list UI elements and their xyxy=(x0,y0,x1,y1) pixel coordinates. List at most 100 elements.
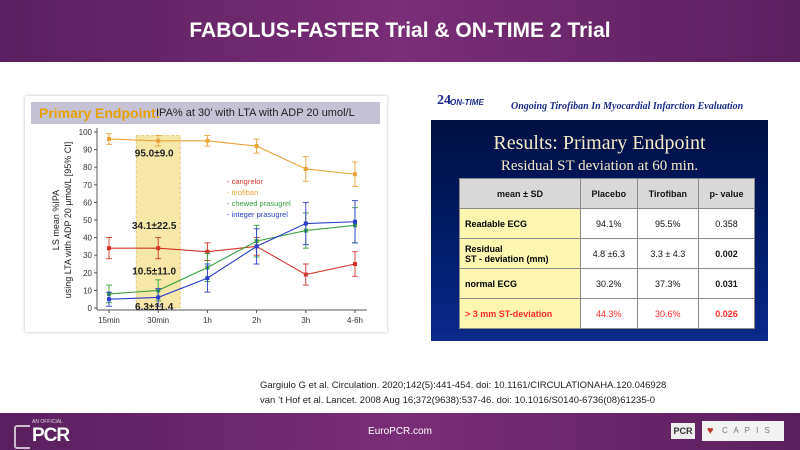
series-line xyxy=(109,245,356,276)
ipa-line-chart: 0 10 20 30 40 50 60 70 80 90 100 15min 30min 1h 2h 3h 4-… xyxy=(51,128,367,325)
table-row: > 3 mm ST-deviation 44.3% 30.6% 0.026 xyxy=(459,298,756,329)
table-cell: 0.002 xyxy=(697,238,756,269)
data-point xyxy=(205,138,210,143)
table-cell: 3.3 ± 4.3 xyxy=(636,238,699,269)
references: Gargiulo G et al. Circulation. 2020;142(… xyxy=(260,378,666,408)
reference-2: van ’t Hof et al. Lancet. 2008 Aug 16;37… xyxy=(260,395,656,406)
table-cell: 0.358 xyxy=(697,208,756,239)
logo-big-text: PCR xyxy=(32,425,70,446)
data-point xyxy=(205,276,210,281)
on-time-logo: 24 ON-TIME xyxy=(437,93,485,117)
y-tick-label: 60 xyxy=(83,198,92,207)
data-point xyxy=(107,297,111,302)
table-header-row: mean ± SD Placebo Tirofiban p- value xyxy=(459,178,756,209)
table-cell: normal ECG xyxy=(459,268,581,299)
data-point xyxy=(254,244,259,249)
fabolus-faster-panel: Primary Endpoint: IPA% at 30’ with LTA w… xyxy=(25,96,387,332)
slide-header: FABOLUS-FASTER Trial & ON-TIME 2 Trial xyxy=(0,0,800,62)
results-table: mean ± SD Placebo Tirofiban p- value Rea… xyxy=(459,178,756,329)
x-tick-label: 3h xyxy=(301,316,310,325)
table-cell: Readable ECG xyxy=(459,208,581,239)
data-point xyxy=(303,166,308,171)
table-row: Readable ECG 94.1% 95.5% 0.358 xyxy=(459,208,756,239)
table-cell: 30.2% xyxy=(580,268,638,299)
logo-number: 24 xyxy=(437,93,451,108)
x-tick-label: 2h xyxy=(252,316,261,325)
table-cell: 0.031 xyxy=(697,268,756,299)
series-line xyxy=(108,224,356,295)
legend-entry: - integer prasugrel xyxy=(227,210,288,219)
x-tick-label: 30min xyxy=(147,316,169,325)
table-header: Placebo xyxy=(580,178,638,209)
banner-lead: Primary Endpoint: xyxy=(39,105,161,121)
data-point xyxy=(205,249,210,254)
value-annotation: 6.3±11.4 xyxy=(135,302,174,313)
table-header: p- value xyxy=(697,178,756,209)
footer-website: EuroPCR.com xyxy=(368,426,432,437)
data-point xyxy=(107,246,111,251)
y-tick-label: 40 xyxy=(83,234,92,243)
legend-entry: - cangrelor xyxy=(227,177,263,186)
y-tick-label: 90 xyxy=(83,146,92,155)
data-point xyxy=(353,262,357,266)
primary-endpoint-banner: Primary Endpoint: IPA% at 30’ with LTA w… xyxy=(31,102,380,124)
series-line xyxy=(108,221,356,300)
on-time-2-panel: 24 ON-TIME Ongoing Tirofiban In Myocardi… xyxy=(431,92,768,341)
table-cell: 37.3% xyxy=(636,268,699,299)
data-point xyxy=(303,272,308,277)
banner-text: IPA% at 30’ with LTA with ADP 20 umol/L xyxy=(156,107,355,119)
table-cell: Residual ST - deviation (mm) xyxy=(459,238,581,269)
reference-1: Gargiulo G et al. Circulation. 2020;142(… xyxy=(260,380,667,391)
y-tick-label: 10 xyxy=(83,286,92,295)
y-axis-label: using LTA with ADP 20 µmol/L [95% CI] xyxy=(63,142,73,298)
y-tick-label: 50 xyxy=(83,216,92,225)
table-header: mean ± SD xyxy=(459,178,581,209)
data-point xyxy=(254,144,259,149)
y-tick-label: 30 xyxy=(83,251,92,260)
table-cell: 4.8 ±6.3 xyxy=(580,238,638,269)
slide-title: FABOLUS-FASTER Trial & ON-TIME 2 Trial xyxy=(189,19,611,42)
legend-entry: - chewed prasugrel xyxy=(227,199,291,208)
table-cell: 0.026 xyxy=(697,298,756,329)
data-point xyxy=(353,172,357,177)
y-tick-label: 100 xyxy=(79,128,93,137)
data-point xyxy=(353,219,357,224)
pcr-mark-icon xyxy=(14,425,30,449)
logo-small-text: AN OFFICIAL xyxy=(32,419,63,425)
on-time-header-bar: 24 ON-TIME Ongoing Tirofiban In Myocardi… xyxy=(431,92,768,120)
pcr-small-logo: PCR xyxy=(671,423,695,439)
table-cell: 30.6% xyxy=(636,298,699,329)
y-tick-label: 70 xyxy=(83,181,92,190)
value-annotation: 34.1±22.5 xyxy=(132,221,177,232)
capis-text: C A P I S xyxy=(722,426,772,435)
data-point xyxy=(156,138,161,143)
series-line xyxy=(108,138,356,175)
data-point xyxy=(156,246,161,251)
logo-text: ON-TIME xyxy=(450,98,484,107)
table-row: normal ECG 30.2% 37.3% 0.031 xyxy=(459,268,756,299)
results-title: Results: Primary Endpoint xyxy=(493,132,706,154)
table-cell: 44.3% xyxy=(580,298,638,329)
y-tick-label: 80 xyxy=(83,163,92,172)
slide-footer: AN OFFICIAL PCR EuroPCR.com PCR ♥ C A P … xyxy=(0,413,800,450)
y-tick-label: 0 xyxy=(88,304,93,313)
capis-logo: ♥ C A P I S xyxy=(702,421,784,441)
y-tick-label: 20 xyxy=(83,269,92,278)
table-cell: 94.1% xyxy=(580,208,638,239)
value-annotation: 10.5±11.0 xyxy=(132,267,176,278)
table-cell: > 3 mm ST-deviation xyxy=(459,298,581,329)
x-tick-label: 4-6h xyxy=(347,316,363,325)
heart-icon: ♥ xyxy=(707,425,714,437)
results-subtitle: Residual ST deviation at 60 min. xyxy=(500,158,699,174)
trial-tagline: Ongoing Tirofiban In Myocardial Infarcti… xyxy=(511,101,744,112)
table-cell: 95.5% xyxy=(636,208,699,239)
highlight-band xyxy=(135,135,181,309)
data-point xyxy=(156,295,161,300)
x-tick-label: 1h xyxy=(203,316,212,325)
data-point xyxy=(107,137,111,142)
value-annotation: 95.0±9.0 xyxy=(135,149,174,160)
x-tick-label: 15min xyxy=(98,316,120,325)
y-axis-label: LS mean %IPA xyxy=(51,190,61,250)
legend-entry: - tirofiban xyxy=(227,188,258,197)
table-row: Residual ST - deviation (mm) 4.8 ±6.3 3.… xyxy=(459,238,756,269)
